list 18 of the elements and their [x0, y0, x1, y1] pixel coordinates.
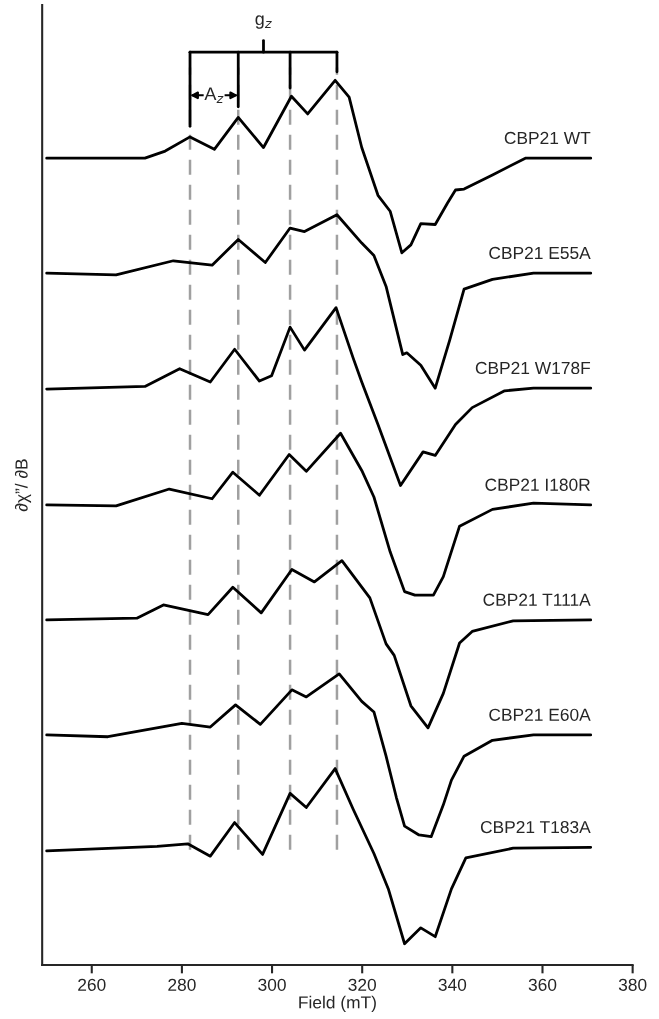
series-label: CBP21 E55A	[489, 246, 591, 260]
x-tick-label: 280	[168, 978, 196, 991]
annotation: A$_{z}$	[204, 87, 224, 103]
x-tick-label: 300	[258, 978, 286, 991]
series-label: CBP21 T183A	[480, 820, 591, 834]
x-tick-label: 260	[78, 978, 106, 991]
y-axis-title: ∂χ”/ ∂B	[14, 459, 32, 512]
series-label: CBP21 I180R	[485, 478, 590, 491]
x-axis-title: Field (mT)	[299, 995, 376, 1012]
x-tick-label: 320	[348, 978, 376, 991]
series-label: CBP21 W178F	[475, 361, 591, 375]
x-tick-label: 340	[438, 978, 467, 991]
text: g$_{z}$	[255, 15, 272, 29]
series-label: CBP21 E60A	[489, 708, 591, 721]
series-label: CBP21 WT	[504, 131, 591, 145]
x-tick-label: 360	[528, 978, 557, 991]
series-label: CBP21 T111A	[483, 593, 591, 606]
x-tick-label: 380	[618, 978, 647, 991]
